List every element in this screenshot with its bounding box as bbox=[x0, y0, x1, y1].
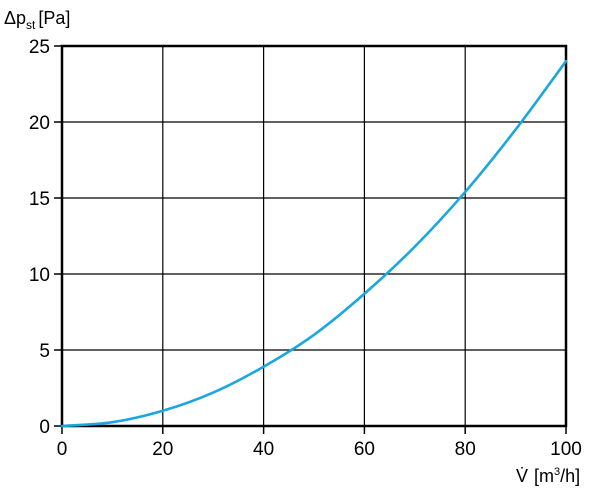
x-tick-label: 100 bbox=[550, 439, 582, 460]
x-tick-labels: 0 20 40 60 80 100 bbox=[57, 426, 582, 460]
x-tick-label: 20 bbox=[152, 439, 173, 460]
y-tick-label: 20 bbox=[29, 113, 50, 134]
y-tick-label: 10 bbox=[29, 265, 50, 286]
x-tick-label: 40 bbox=[253, 439, 274, 460]
x-tick-label: 60 bbox=[354, 439, 375, 460]
y-tick-labels: 0 5 10 15 20 25 bbox=[29, 37, 62, 438]
x-tick-label: 0 bbox=[57, 439, 68, 460]
y-tick-label: 5 bbox=[39, 341, 50, 362]
grid-lines bbox=[62, 46, 566, 426]
y-tick-label: 15 bbox=[29, 189, 50, 210]
y-axis-label: Δpst [Pa] bbox=[4, 8, 70, 32]
y-tick-label: 0 bbox=[39, 417, 50, 438]
series-line bbox=[60, 59, 568, 428]
x-tick-label: 80 bbox=[455, 439, 476, 460]
x-axis-label: V̇ [m3/h] bbox=[516, 466, 580, 486]
y-tick-label: 25 bbox=[29, 37, 50, 58]
plot-frame bbox=[60, 44, 568, 428]
